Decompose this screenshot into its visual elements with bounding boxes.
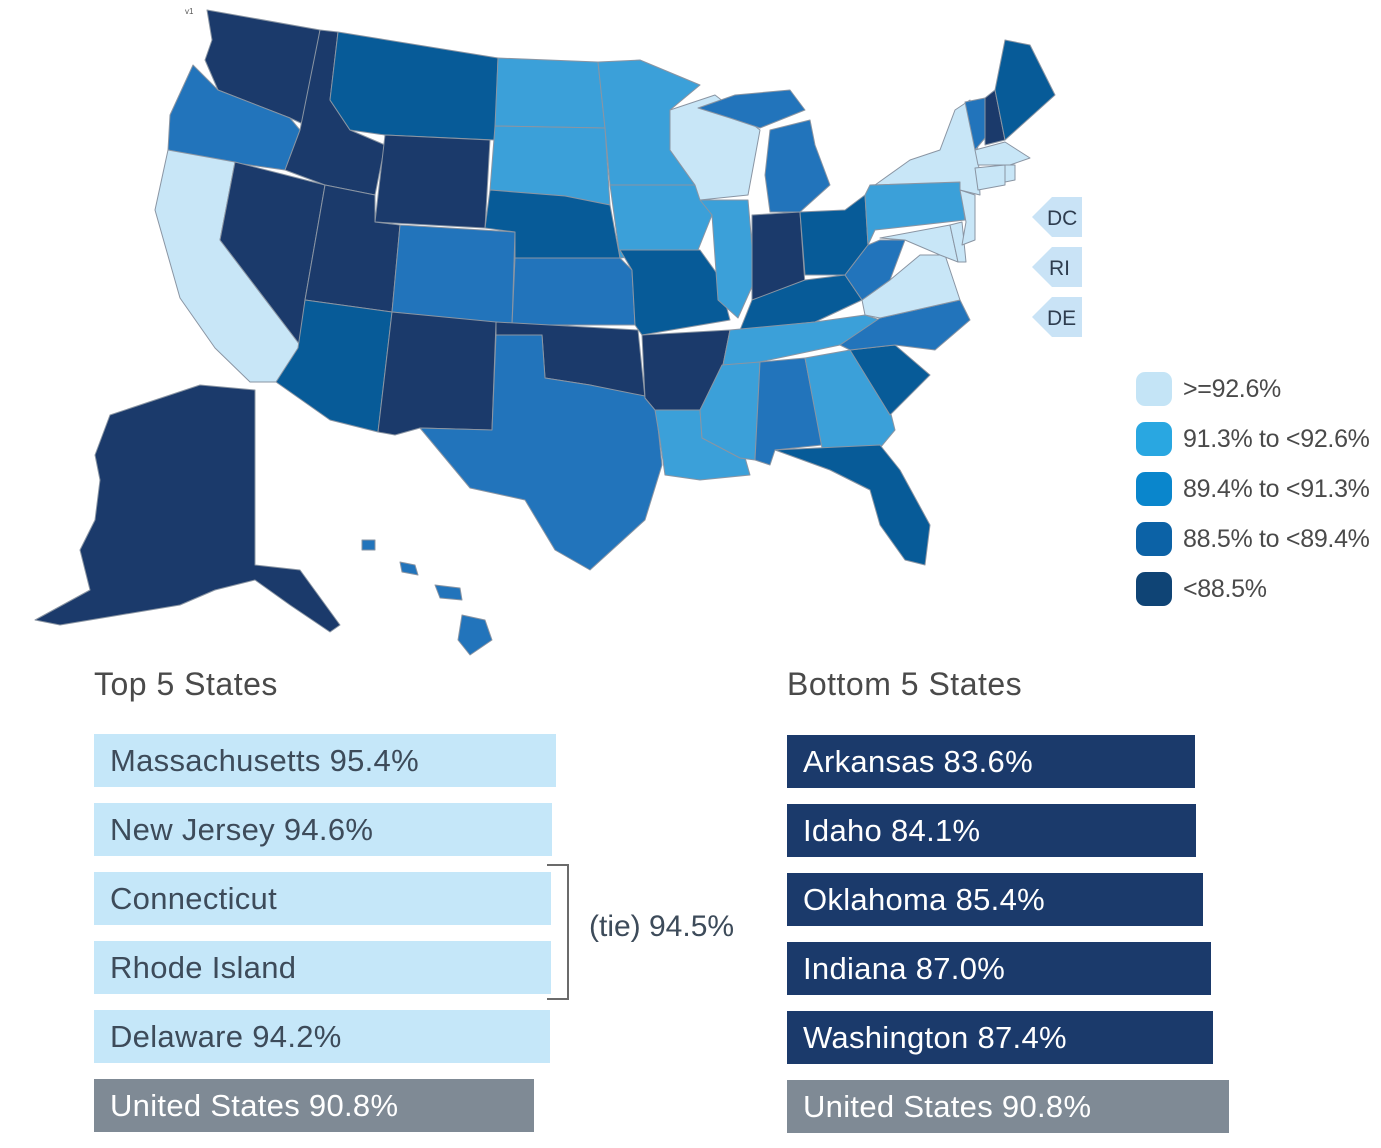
state-new-jersey[interactable]: [959, 189, 976, 246]
state-wyoming[interactable]: [374, 134, 491, 229]
state-michigan-lower[interactable]: [764, 119, 831, 213]
legend-label: 89.4% to <91.3%: [1183, 474, 1370, 503]
callout-de: DE: [1032, 297, 1082, 337]
state-maryland[interactable]: [879, 224, 959, 263]
legend-item: >=92.6%: [1136, 364, 1381, 414]
legend-swatch: [1136, 422, 1172, 456]
legend-item: 91.3% to <92.6%: [1136, 414, 1381, 464]
bottom-state-bar: Oklahoma 85.4%: [787, 873, 1203, 926]
map-legend: >=92.6% 91.3% to <92.6% 89.4% to <91.3% …: [1136, 364, 1381, 614]
state-hawaii-big[interactable]: [457, 614, 493, 656]
bottom-state-bar: Idaho 84.1%: [787, 804, 1196, 857]
state-north-dakota[interactable]: [494, 57, 606, 129]
state-massachusetts[interactable]: [974, 141, 1031, 166]
state-colorado[interactable]: [391, 224, 516, 326]
callout-de-label: DE: [1047, 307, 1076, 330]
top-state-bar: Delaware 94.2%: [94, 1010, 550, 1063]
state-connecticut[interactable]: [974, 164, 1006, 191]
state-missouri[interactable]: [619, 249, 731, 336]
legend-label: 88.5% to <89.4%: [1183, 524, 1370, 553]
bottom-state-bar: Washington 87.4%: [787, 1011, 1213, 1064]
legend-item: 88.5% to <89.4%: [1136, 514, 1381, 564]
legend-item: 89.4% to <91.3%: [1136, 464, 1381, 514]
state-hawaii-oahu[interactable]: [399, 561, 419, 576]
state-kansas[interactable]: [511, 257, 636, 326]
state-illinois[interactable]: [699, 199, 756, 319]
state-montana[interactable]: [329, 31, 499, 141]
legend-label: 91.3% to <92.6%: [1183, 424, 1370, 453]
state-delaware[interactable]: [949, 221, 967, 263]
state-hawaii-maui[interactable]: [434, 584, 463, 601]
callout-dc-label: DC: [1047, 207, 1077, 230]
state-virginia[interactable]: [861, 254, 961, 319]
state-rhode-island[interactable]: [1004, 164, 1016, 183]
bottom-state-bar: Indiana 87.0%: [787, 942, 1211, 995]
callout-dc: DC: [1032, 197, 1082, 237]
bottom-states-title: Bottom 5 States: [787, 666, 1023, 702]
top-state-bar: Connecticut: [94, 872, 551, 925]
state-hawaii-kauai[interactable]: [361, 539, 376, 551]
state-iowa[interactable]: [609, 184, 713, 259]
legend-item: <88.5%: [1136, 564, 1381, 614]
state-new-mexico[interactable]: [377, 311, 497, 436]
state-michigan-upper[interactable]: [697, 89, 806, 129]
top-state-bar: Massachusetts 95.4%: [94, 734, 556, 787]
state-alaska[interactable]: [34, 384, 341, 633]
top-state-bar: Rhode Island: [94, 941, 551, 994]
top-us-bar: United States 90.8%: [94, 1079, 534, 1132]
state-new-york[interactable]: [869, 99, 981, 196]
legend-label: <88.5%: [1183, 574, 1267, 603]
callout-ri-label: RI: [1049, 257, 1070, 280]
legend-swatch: [1136, 372, 1172, 406]
state-florida[interactable]: [774, 444, 931, 566]
legend-swatch: [1136, 472, 1172, 506]
bottom-state-bar: Arkansas 83.6%: [787, 735, 1195, 788]
tie-label: (tie) 94.5%: [589, 910, 735, 943]
state-texas[interactable]: [419, 334, 663, 571]
version-label: v1: [185, 7, 194, 16]
bottom-us-bar: United States 90.8%: [787, 1080, 1229, 1133]
tie-bracket: [547, 864, 569, 1000]
top-state-bar: New Jersey 94.6%: [94, 803, 552, 856]
legend-label: >=92.6%: [1183, 374, 1281, 403]
callout-ri: RI: [1032, 247, 1082, 287]
legend-swatch: [1136, 522, 1172, 556]
state-maine[interactable]: [994, 39, 1056, 141]
top-states-title: Top 5 States: [94, 666, 278, 702]
us-states-map: v1: [34, 7, 1082, 656]
legend-swatch: [1136, 572, 1172, 606]
